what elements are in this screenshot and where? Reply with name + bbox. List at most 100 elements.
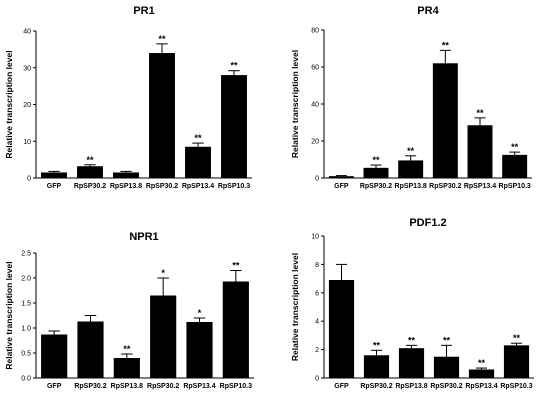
y-tick-label: 40 — [311, 102, 319, 109]
y-tick-label: 6 — [315, 290, 319, 297]
y-tick-label: 8 — [315, 262, 319, 269]
x-tick-label: GFP — [47, 383, 62, 390]
y-tick-label: 1.0 — [21, 326, 31, 333]
bar — [467, 125, 493, 178]
significance-label: ** — [442, 40, 450, 50]
bar — [398, 160, 424, 178]
x-tick-label: RpSP13.4 — [183, 383, 215, 390]
y-tick-label: 40 — [23, 29, 31, 36]
x-tick-label: RpSP13.8 — [111, 383, 143, 390]
significance-label: ** — [123, 344, 131, 354]
x-tick-label: RpSP30.2 — [146, 183, 178, 190]
significance-label: ** — [408, 335, 416, 345]
y-axis-label: Relative transcription level — [4, 50, 14, 158]
y-axis-label: Relative transcription level — [290, 253, 300, 361]
y-axis-label: Relative transcription level — [290, 50, 300, 158]
x-tick-label: RpSP10.3 — [220, 383, 252, 390]
chart-title: PR1 — [133, 5, 154, 17]
bar — [328, 176, 354, 178]
y-tick-label: 2.5 — [21, 251, 31, 258]
bar — [186, 322, 213, 378]
y-tick-label: 2.0 — [21, 276, 31, 283]
bar — [149, 53, 175, 178]
significance-label: ** — [86, 155, 94, 165]
y-tick-label: 30 — [23, 65, 31, 72]
x-tick-label: RpSP10.3 — [499, 183, 531, 190]
chart-title: PDF1.2 — [409, 217, 446, 229]
y-tick-label: 10 — [311, 234, 319, 241]
x-tick-label: RpSP10.3 — [218, 183, 250, 190]
panel-npr1: NPR1 Relative transcription level 0.0 0.5 1.… — [4, 231, 254, 390]
x-tick-label: RpSP13.4 — [465, 383, 497, 390]
bar — [363, 355, 390, 378]
bar — [41, 172, 67, 178]
significance-label: * — [161, 268, 165, 278]
bar — [503, 345, 530, 378]
x-tick-label: GFP — [47, 183, 62, 190]
bar — [185, 146, 211, 178]
bar — [328, 280, 355, 378]
bar — [113, 358, 140, 378]
significance-label: ** — [476, 108, 484, 118]
x-tick-label: RpSP13.8 — [395, 183, 427, 190]
panel-pr1: PR1 Relative transcription level 0 10 20 30 40… — [4, 5, 252, 190]
y-tick-label: 80 — [311, 28, 319, 35]
significance-label: ** — [443, 335, 451, 345]
significance-label: ** — [407, 146, 415, 156]
x-tick-label: RpSP13.8 — [395, 383, 427, 390]
significance-label: * — [198, 308, 202, 318]
significance-label: ** — [232, 261, 240, 271]
bar — [41, 334, 68, 378]
significance-label: ** — [373, 340, 381, 350]
bar — [433, 356, 460, 378]
y-tick-label: 0.5 — [21, 351, 31, 358]
y-tick-label: 10 — [23, 139, 31, 146]
chart-title: NPR1 — [129, 231, 158, 243]
bar — [150, 295, 177, 378]
x-tick-label: RpSP13.4 — [182, 183, 214, 190]
x-tick-label: RpSP30.2 — [74, 383, 106, 390]
bar — [222, 281, 249, 378]
x-tick-label: RpSP13.4 — [464, 183, 496, 190]
significance-label: ** — [230, 61, 238, 71]
bar — [363, 167, 389, 178]
significance-label: ** — [194, 133, 202, 143]
chart-title: PR4 — [417, 5, 439, 17]
y-tick-label: 0.0 — [21, 376, 31, 383]
bar — [468, 369, 495, 378]
significance-label: ** — [372, 155, 380, 165]
panel-pdf1-2: PDF1.2 Relative transcription level 0 2 4 6 8 1… — [290, 217, 534, 390]
significance-label: ** — [511, 142, 519, 152]
x-tick-label: GFP — [334, 183, 349, 190]
significance-label: ** — [158, 34, 166, 44]
y-tick-label: 20 — [311, 139, 319, 146]
x-tick-label: RpSP30.2 — [147, 383, 179, 390]
y-tick-label: 2 — [315, 347, 319, 354]
panel-pr4: PR4 Relative transcription level 0 20 40 60 80… — [290, 5, 532, 190]
bar — [77, 166, 103, 178]
bar — [398, 348, 425, 378]
bar — [221, 75, 247, 178]
significance-label: ** — [478, 358, 486, 368]
x-tick-label: GFP — [334, 383, 349, 390]
significance-label: ** — [513, 333, 521, 343]
x-tick-label: RpSP10.3 — [500, 383, 532, 390]
y-tick-label: 4 — [315, 319, 319, 326]
bar — [77, 321, 104, 378]
x-tick-label: RpSP30.2 — [429, 183, 461, 190]
x-tick-label: RpSP30.2 — [430, 383, 462, 390]
y-tick-label: 1.5 — [21, 301, 31, 308]
x-tick-label: RpSP30.2 — [360, 383, 392, 390]
x-tick-label: RpSP30.2 — [74, 183, 106, 190]
bar — [113, 172, 139, 178]
y-tick-label: 0 — [315, 376, 319, 383]
x-tick-label: RpSP13.8 — [110, 183, 142, 190]
y-tick-label: 20 — [23, 102, 31, 109]
y-tick-label: 0 — [315, 176, 319, 183]
y-axis-label: Relative transcription level — [4, 261, 14, 369]
x-tick-label: RpSP30.2 — [360, 183, 392, 190]
bar — [432, 63, 458, 178]
y-tick-label: 60 — [311, 65, 319, 72]
